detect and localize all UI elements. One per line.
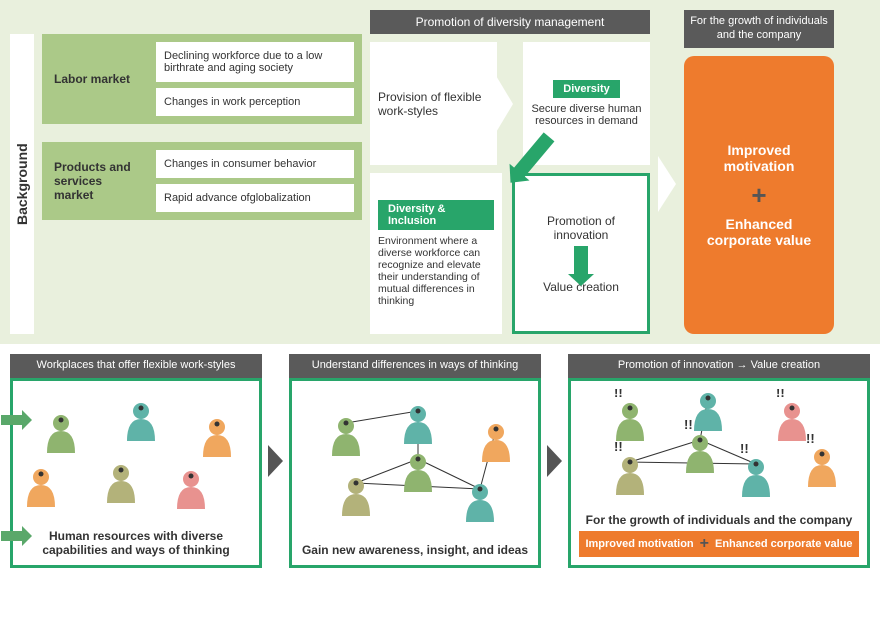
labor-market-block: Labor market Declining workforce due to … [42, 34, 362, 124]
plus-icon: + [751, 182, 766, 208]
svg-text:!!: !! [614, 439, 623, 454]
provision-text: Provision of flexible work-styles [378, 90, 489, 118]
labor-market-title: Labor market [50, 42, 148, 116]
panel-caption: Human resources with diverse capabilitie… [21, 529, 251, 557]
svg-text:!!: !! [684, 417, 693, 432]
panel-caption: Gain new awareness, insight, and ideas [300, 543, 530, 557]
diversity-inclusion-badge: Diversity & Inclusion [378, 200, 494, 230]
background-vertical-label: Background [10, 34, 34, 334]
growth-column: For the growth of individuals and the co… [684, 10, 834, 334]
innovation-box: Promotion of innovation Value creation [512, 173, 650, 334]
people-illustration [21, 389, 251, 525]
chevron-right-icon [268, 445, 283, 477]
panel-header: Workplaces that offer flexible work-styl… [10, 354, 262, 378]
people-illustration [300, 389, 530, 539]
pill-left: Improved motivation [585, 538, 693, 550]
bg-item: Changes in work perception [156, 88, 354, 116]
panel-header: Promotion of innovation → Value creation [568, 354, 870, 378]
diversity-badge: Diversity [553, 80, 619, 98]
growth-outcome-box: Improved motivation + Enhanced corporate… [684, 56, 834, 335]
flow-panel: Promotion of innovation → Value creation… [568, 354, 870, 568]
promotion-column: Promotion of diversity management Provis… [370, 10, 650, 334]
growth-header: For the growth of individuals and the co… [684, 10, 834, 48]
bg-item: Declining workforce due to a low birthra… [156, 42, 354, 82]
in-arrow-icon [1, 415, 23, 425]
bg-item: Rapid advance ofglobalization [156, 184, 354, 212]
products-market-block: Products and services market Changes in … [42, 142, 362, 220]
panel-body: Gain new awareness, insight, and ideas [289, 378, 541, 568]
bg-item: Changes in consumer behavior [156, 150, 354, 178]
background-column: Labor market Declining workforce due to … [42, 34, 362, 334]
pill-right: Enhanced corporate value [715, 538, 853, 550]
panel-caption: For the growth of individuals and the co… [579, 513, 859, 527]
panel-body: !! !! !! !! !! !! !! For the growth o [568, 378, 870, 568]
in-arrow-icon [1, 531, 23, 541]
svg-text:!!: !! [740, 441, 749, 456]
panel-header: Understand differences in ways of thinki… [289, 354, 541, 378]
outcome-pill: Improved motivation + Enhanced corporate… [579, 531, 859, 557]
bottom-panels-section: Workplaces that offer flexible work-styl… [0, 344, 880, 578]
flow-panel: Understand differences in ways of thinki… [289, 354, 541, 568]
diversity-inclusion-box: Diversity & Inclusion Environment where … [370, 173, 502, 334]
svg-text:!!: !! [614, 389, 623, 400]
promotion-header: Promotion of diversity management [370, 10, 650, 34]
people-illustration: !! !! !! !! !! !! !! [579, 389, 859, 509]
diversity-text: Secure diverse human resources in demand [531, 103, 642, 127]
svg-text:!!: !! [806, 431, 815, 446]
growth-line1: Improved motivation [694, 142, 824, 174]
flow-panel: Workplaces that offer flexible work-styl… [10, 354, 262, 568]
panel-body: Human resources with diverse capabilitie… [10, 378, 262, 568]
innovation-top: Promotion of innovation [523, 214, 639, 242]
diversity-inclusion-text: Environment where a diverse workforce ca… [378, 235, 494, 307]
svg-text:!!: !! [776, 389, 785, 400]
chevron-right-icon [658, 156, 676, 212]
down-arrow-icon [574, 246, 588, 276]
svg-text:!!: !! [692, 389, 701, 390]
top-diagram-section: Background Labor market Declining workfo… [0, 0, 880, 344]
plus-icon: + [700, 536, 709, 552]
products-market-title: Products and services market [50, 150, 148, 212]
growth-line2: Enhanced corporate value [694, 216, 824, 248]
chevron-right-icon [547, 445, 562, 477]
provision-box: Provision of flexible work-styles [370, 42, 497, 165]
